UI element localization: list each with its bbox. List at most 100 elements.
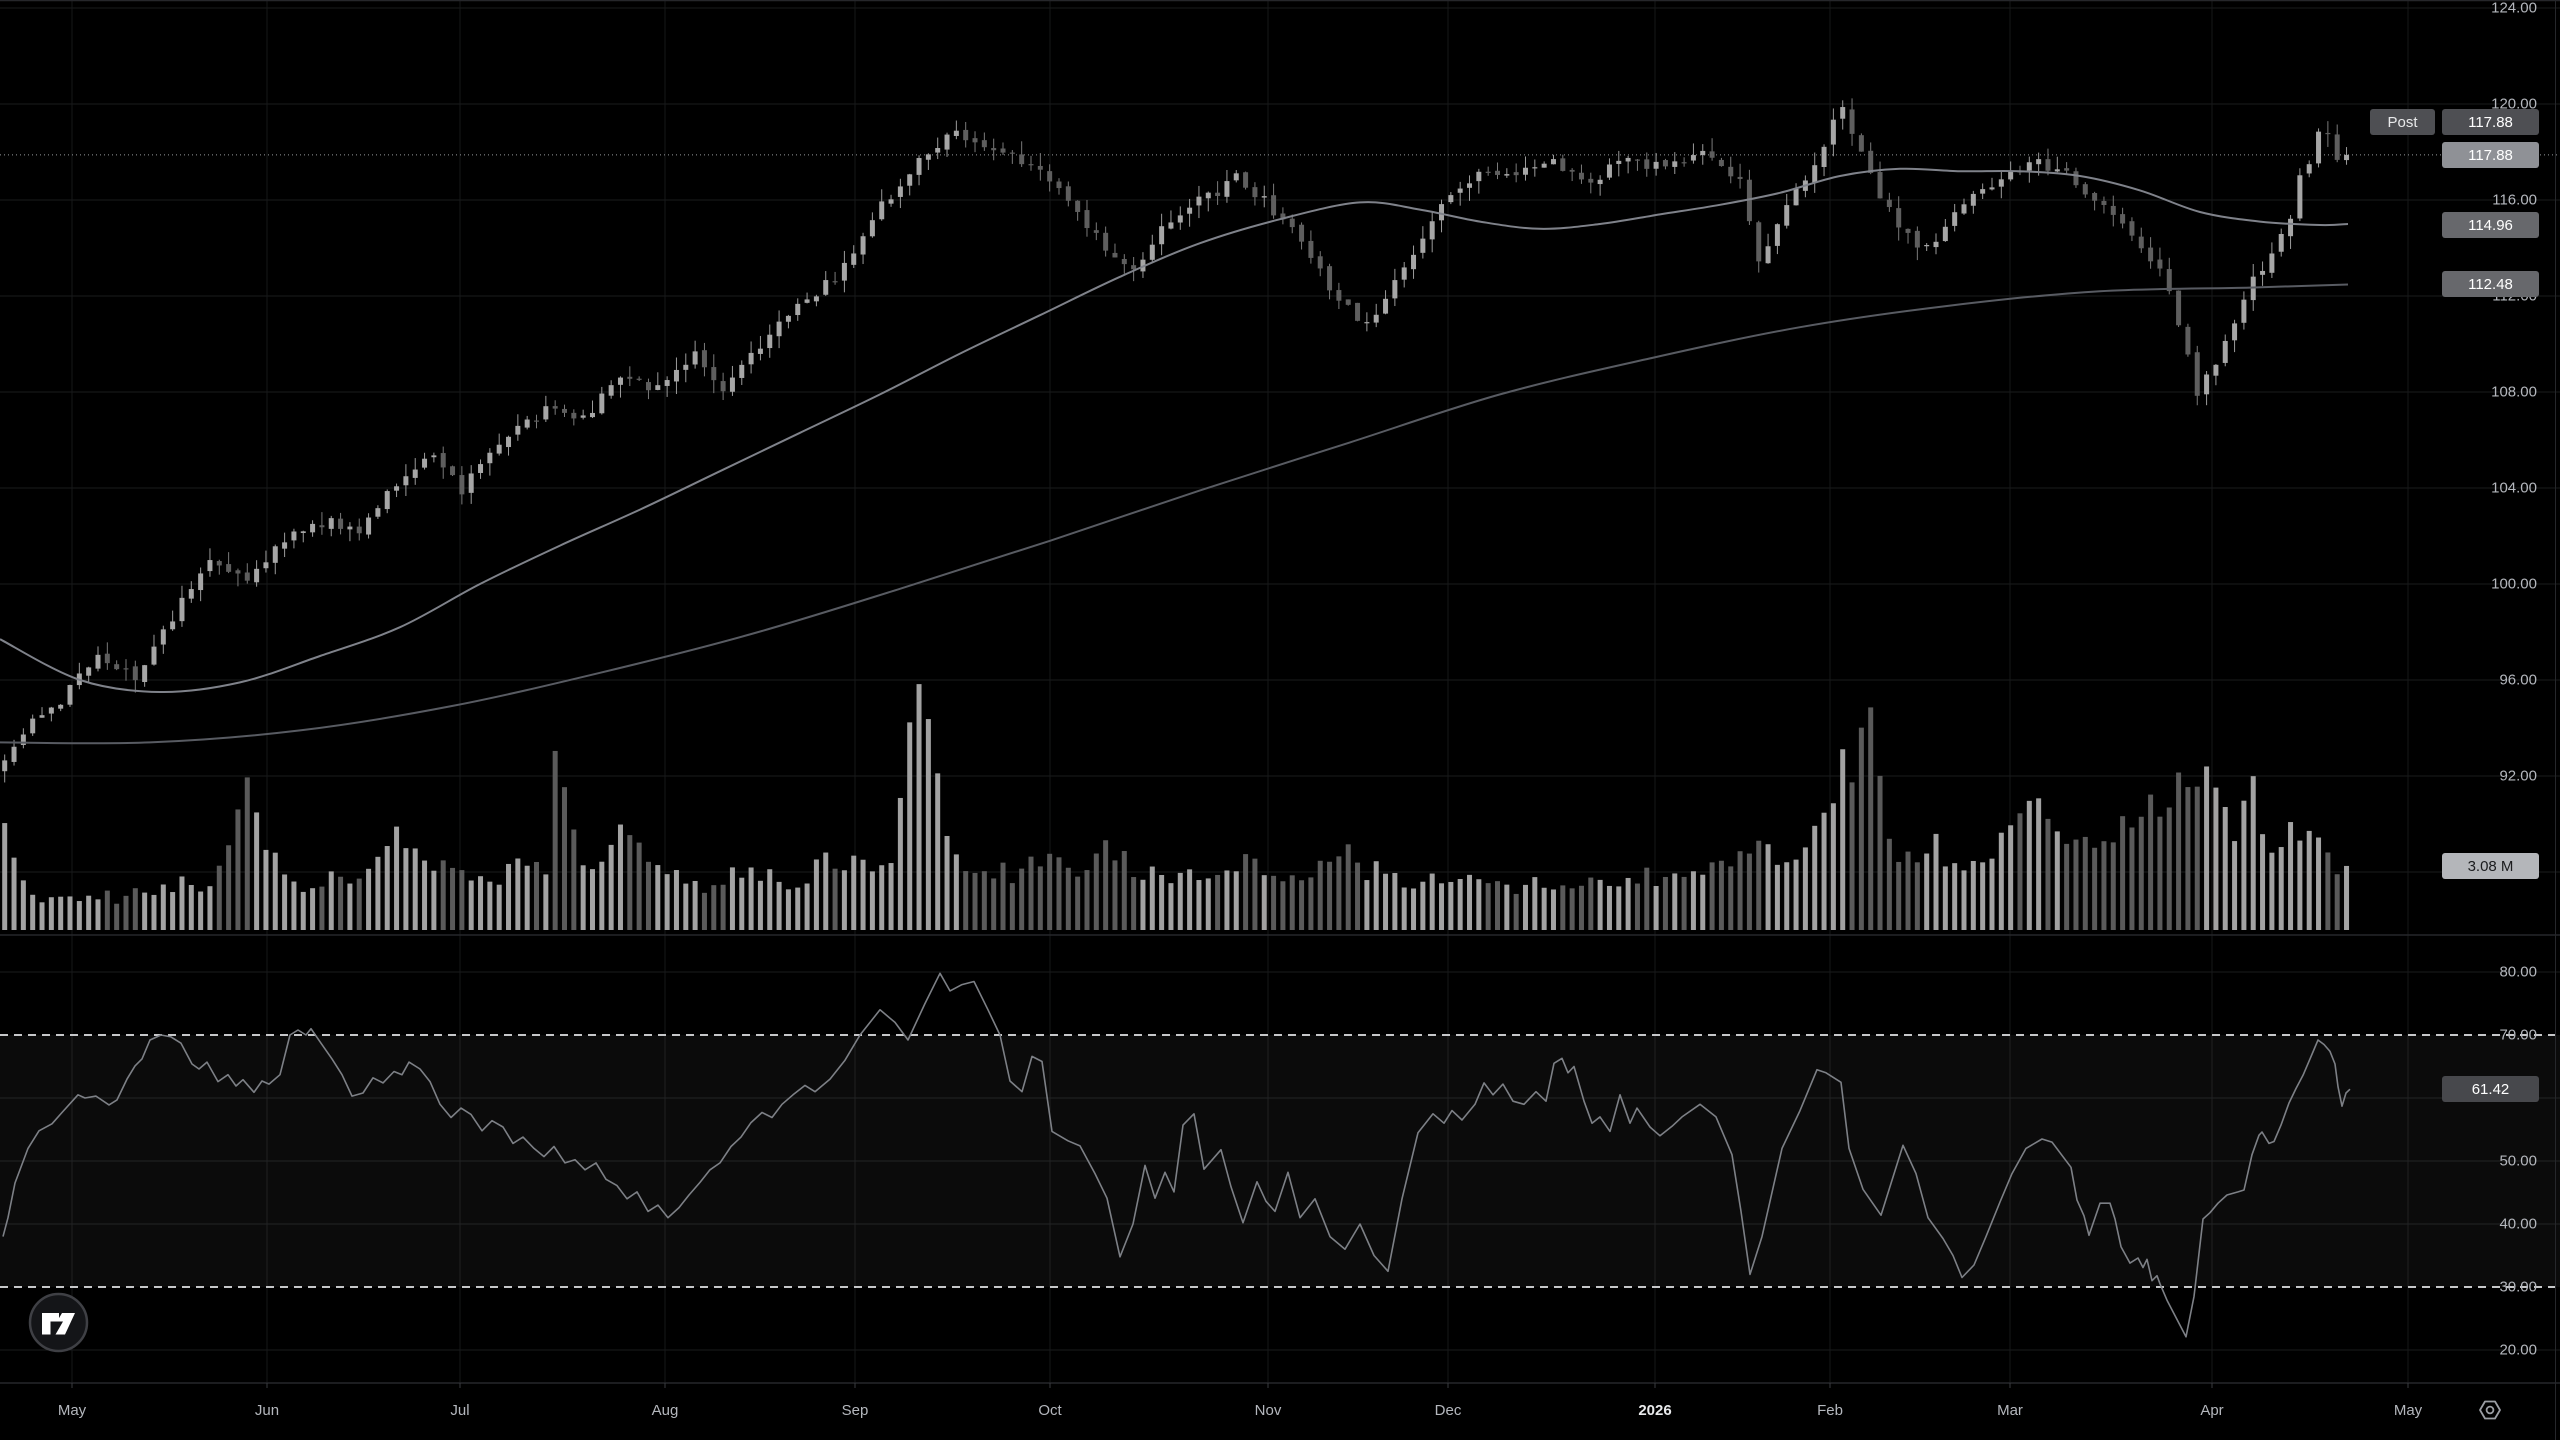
candle	[1028, 164, 1034, 166]
volume-bar	[1933, 833, 1939, 930]
volume-bar	[1616, 886, 1622, 930]
candle	[375, 508, 381, 517]
candle	[2092, 193, 2098, 201]
candle	[2269, 253, 2275, 273]
candle	[1177, 215, 1183, 223]
candle	[142, 665, 148, 683]
ma-fast-line	[0, 167, 2349, 694]
candle	[506, 436, 512, 448]
volume-bar	[1037, 866, 1043, 930]
volume-bar	[823, 852, 829, 930]
time-tick-label: Nov	[1254, 1402, 1282, 1419]
rsi-tick-label: 80.00	[2499, 963, 2537, 981]
tradingview-logo-icon[interactable]	[28, 1292, 89, 1353]
volume-bar	[1998, 832, 2004, 930]
candle	[1700, 150, 1706, 156]
volume-bar	[319, 886, 325, 930]
settings-gear-icon[interactable]	[2476, 1396, 2504, 1424]
candle	[1774, 224, 1780, 246]
candle	[515, 425, 521, 435]
volume-bar	[263, 849, 269, 930]
candle	[468, 473, 474, 493]
candle	[692, 351, 698, 365]
candle	[1448, 195, 1454, 203]
price-tick-label: 96.00	[2499, 671, 2537, 689]
volume-bar	[1047, 853, 1053, 930]
volume-bar	[1644, 867, 1650, 930]
candle	[1121, 258, 1127, 265]
volume-series	[2, 684, 2350, 930]
volume-bar	[1504, 884, 1510, 930]
volume-bar	[1513, 893, 1519, 930]
candle	[1355, 302, 1361, 321]
candle	[2045, 159, 2051, 171]
volume-bar	[1746, 853, 1752, 930]
rsi-line-group	[2, 972, 2351, 1338]
candle	[1588, 178, 1594, 183]
volume-bar	[1308, 877, 1314, 930]
candle	[785, 315, 791, 322]
price-tick-label: 104.00	[2491, 479, 2537, 497]
candle	[1681, 162, 1687, 164]
candle	[104, 653, 110, 664]
volume-bar	[123, 895, 129, 930]
rsi-tick-label: 20.00	[2499, 1341, 2537, 1359]
candle	[1914, 230, 1920, 248]
volume-bar	[1140, 879, 1146, 930]
volume-bar	[1606, 885, 1612, 930]
volume-bar	[608, 844, 614, 930]
volume-bar	[375, 856, 381, 930]
volume-bar	[67, 896, 73, 930]
volume-bar	[2325, 852, 2331, 930]
volume-bar	[692, 880, 698, 930]
candle	[1243, 172, 1249, 188]
volume-bar	[1075, 876, 1081, 930]
candle	[188, 589, 194, 599]
volume-bar	[2306, 830, 2312, 930]
candle	[2110, 205, 2116, 215]
volume-bar	[1009, 883, 1015, 930]
candle	[1728, 166, 1734, 177]
candle	[272, 546, 278, 563]
candle	[2008, 171, 2014, 180]
volume-bar	[2129, 827, 2135, 930]
candle	[478, 464, 484, 473]
volume-bar	[1243, 854, 1249, 930]
volume-bar	[524, 865, 530, 930]
candle	[981, 140, 987, 148]
volume-bar	[1187, 869, 1193, 930]
candle	[2120, 214, 2126, 224]
candle	[338, 518, 344, 529]
ma-slow-group	[0, 283, 2349, 745]
volume-bar	[300, 891, 306, 930]
candle	[263, 562, 269, 569]
volume-bar	[328, 871, 334, 930]
candle	[757, 348, 763, 354]
rsi-line	[2, 972, 2351, 1338]
candle	[1718, 159, 1724, 167]
volume-value-badge: 3.08 M	[2442, 853, 2539, 879]
volume-bar	[1233, 871, 1239, 930]
candle	[1383, 298, 1389, 314]
candle	[459, 475, 465, 495]
volume-bar	[2260, 834, 2266, 930]
candle	[1821, 146, 1827, 167]
candle	[207, 560, 213, 572]
candle	[2036, 159, 2042, 165]
candle	[1233, 173, 1239, 181]
volume-bar	[1355, 862, 1361, 930]
volume-bar	[599, 861, 605, 930]
volume-bar	[1261, 875, 1267, 930]
candle	[347, 526, 353, 530]
volume-bar	[673, 870, 679, 930]
candle	[412, 469, 418, 478]
candle	[2054, 169, 2060, 172]
volume-bar	[1522, 884, 1528, 930]
candle	[20, 734, 26, 746]
candle	[2222, 340, 2228, 363]
candle	[328, 518, 334, 529]
volume-bar	[1653, 885, 1659, 930]
time-tick-label: Aug	[651, 1402, 679, 1419]
volume-bar	[1578, 885, 1584, 930]
